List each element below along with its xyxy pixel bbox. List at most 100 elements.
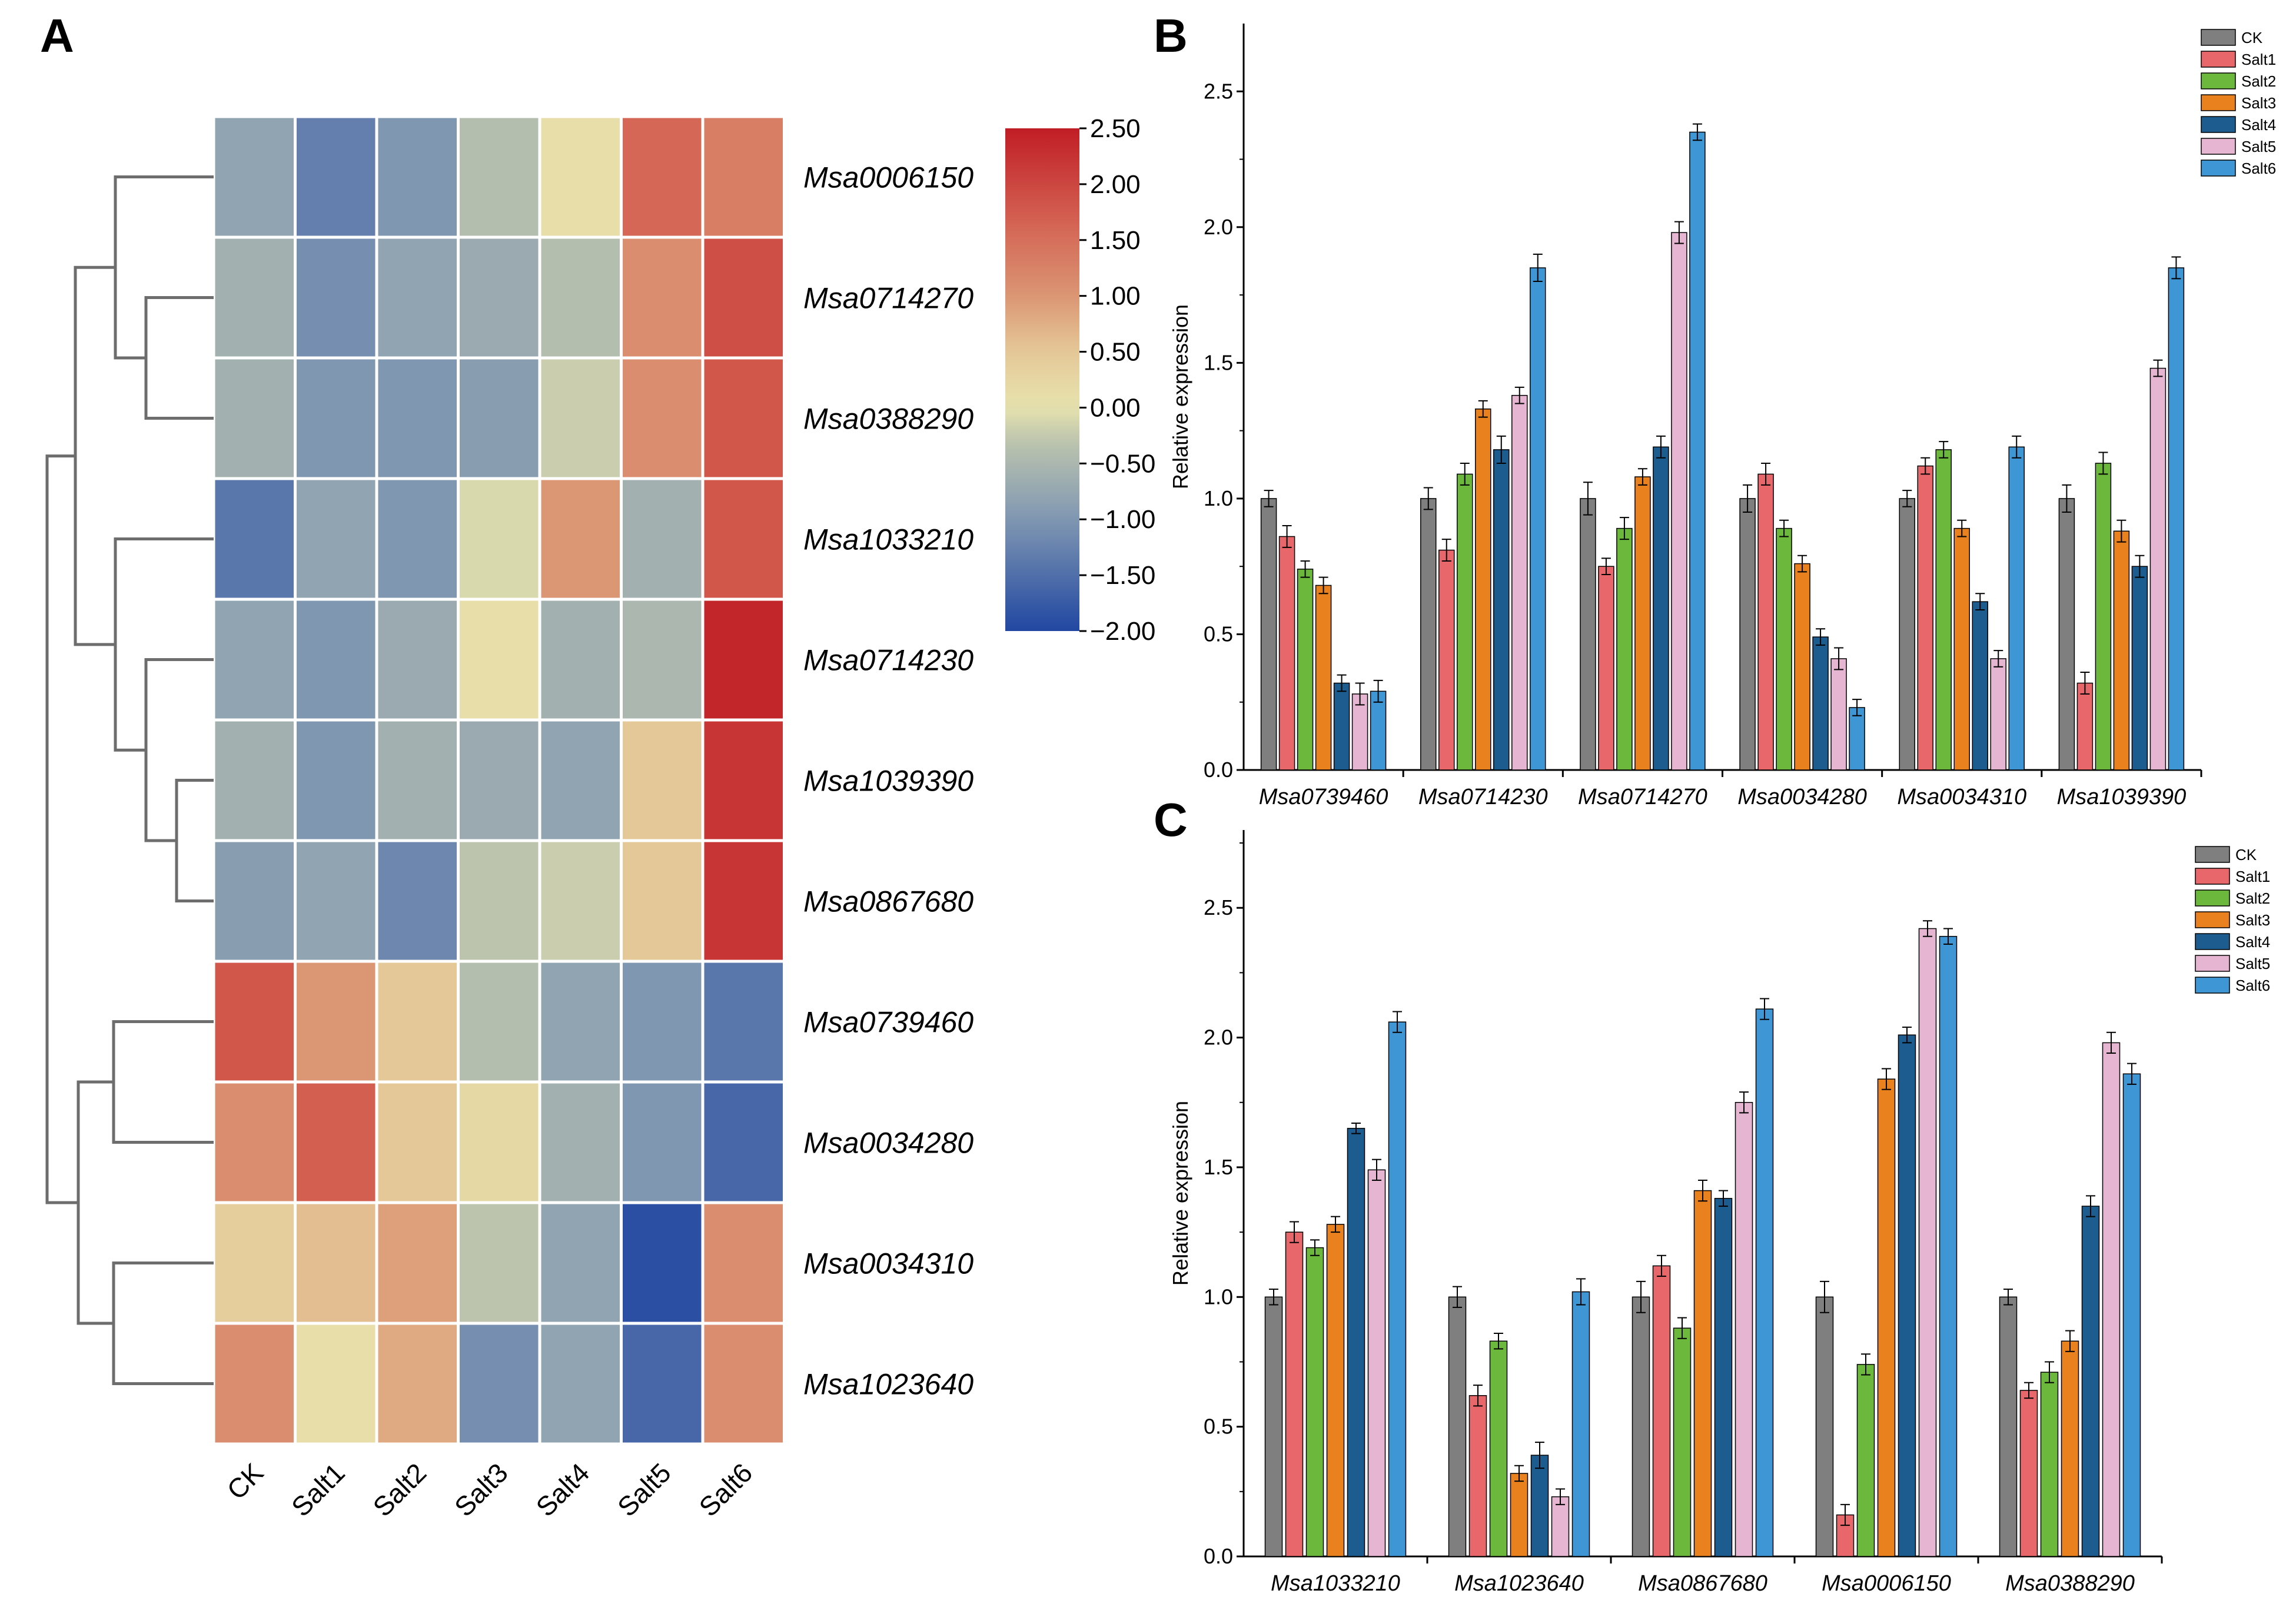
bar-salt6 xyxy=(2122,1073,2141,1557)
heatmap-cell xyxy=(294,115,378,239)
bar-salt5 xyxy=(2102,1042,2121,1557)
x-category-label: Msa0006150 xyxy=(1822,1571,1951,1596)
colorbar-tick-label: 2.00 xyxy=(1090,170,1141,199)
heatmap-cell xyxy=(294,356,378,480)
panel-label-c: C xyxy=(1154,794,1188,846)
heatmap-gene-labels: Msa0006150 Msa0714270 Msa0388290 Msa1033210… xyxy=(803,161,973,1401)
heatmap-gene-label: Msa0034310 xyxy=(803,1247,973,1280)
legend-swatch-salt1 xyxy=(2195,868,2230,885)
heatmap-cell xyxy=(375,597,460,722)
legend-label: Salt1 xyxy=(2235,868,2270,885)
heatmap-cell xyxy=(375,718,460,842)
bar-salt2 xyxy=(1457,473,1473,771)
heatmap-cell xyxy=(701,839,786,963)
bar-salt4 xyxy=(1898,1034,1916,1557)
bar-salt4 xyxy=(1493,449,1510,771)
bar-salt3 xyxy=(1475,408,1491,771)
heatmap-cell xyxy=(457,839,541,963)
bar-salt1 xyxy=(2076,682,2094,771)
heatmap-cell xyxy=(620,477,705,601)
heatmap-cell xyxy=(457,477,541,601)
x-category-label: Msa0714230 xyxy=(1418,785,1548,809)
bar-salt3 xyxy=(1315,585,1332,771)
heatmap-cell xyxy=(457,235,541,360)
legend-swatch-ck xyxy=(2201,29,2236,46)
legend-label: CK xyxy=(2235,846,2257,864)
bar-salt4 xyxy=(1333,682,1350,771)
heatmap-cell xyxy=(212,1080,297,1204)
heatmap-cell xyxy=(212,356,297,480)
heatmap-cell xyxy=(212,477,297,601)
bar-salt4 xyxy=(2081,1206,2100,1557)
heatmap-cell xyxy=(294,1080,378,1204)
bar-salt5 xyxy=(1511,394,1528,771)
legend: CK Salt1 Salt2 Salt3 Salt4 Salt5 Salt6 xyxy=(2201,29,2276,177)
bar-chart-c: 0.0 0.5 1.0 1.5 2.0 2.5 Msa1033210 Msa1023640 Ms… xyxy=(1168,830,2270,1596)
bar-ck xyxy=(1899,498,1915,771)
heatmap-cell xyxy=(701,1080,786,1204)
heatmap-cell xyxy=(538,1201,623,1325)
y-axis-title: Relative expression xyxy=(1168,304,1192,489)
colorbar-tick-label: −1.50 xyxy=(1090,561,1155,590)
bar-ck xyxy=(1448,1296,1467,1557)
bar-ck xyxy=(1739,498,1756,771)
bar-salt5 xyxy=(1990,658,2006,771)
heatmap-cell xyxy=(457,597,541,722)
bar-salt1 xyxy=(1278,536,1295,771)
heatmap-cell xyxy=(294,1322,378,1446)
bar-ck xyxy=(1264,1296,1283,1557)
bar-salt5 xyxy=(1918,928,1937,1557)
heatmap-cell xyxy=(375,477,460,601)
bar-salt6 xyxy=(1849,707,1865,771)
heatmap-cell xyxy=(375,839,460,963)
heatmap-cell xyxy=(620,356,705,480)
heatmap-cell xyxy=(620,1201,705,1325)
bar-salt1 xyxy=(1285,1231,1304,1557)
colorbar-tick-label: −0.50 xyxy=(1090,449,1155,478)
bar-salt3 xyxy=(1326,1224,1345,1557)
row-dendrogram xyxy=(45,175,214,1385)
bar-salt1 xyxy=(1917,465,1933,771)
heatmap-cell xyxy=(701,718,786,842)
heatmap-cell xyxy=(375,115,460,239)
legend-swatch-salt6 xyxy=(2201,160,2236,177)
y-tick-label: 2.0 xyxy=(1204,1025,1233,1050)
heatmap-cell xyxy=(212,839,297,963)
bar-salt1 xyxy=(1598,566,1614,771)
heatmap-cell xyxy=(701,597,786,722)
y-tick-label: 0.0 xyxy=(1204,1544,1233,1568)
bar-salt3 xyxy=(1953,527,1970,771)
heatmap-gene-label: Msa0739460 xyxy=(803,1006,973,1039)
bar-salt2 xyxy=(1673,1327,1692,1557)
bar-salt5 xyxy=(1735,1102,1753,1557)
bar-salt3 xyxy=(1510,1473,1529,1557)
legend-label: Salt3 xyxy=(2235,911,2270,929)
heatmap-cell xyxy=(620,597,705,722)
colorbar-tick-label: −2.00 xyxy=(1090,617,1155,646)
bar-salt3 xyxy=(1877,1078,1896,1557)
bar-salt2 xyxy=(1305,1247,1324,1557)
y-tick-label: 0.5 xyxy=(1204,622,1233,646)
y-tick-label: 2.5 xyxy=(1204,895,1233,919)
bar-salt6 xyxy=(1755,1008,1774,1557)
heatmap-gene-label: Msa1033210 xyxy=(803,523,973,556)
heatmap-cell xyxy=(375,1322,460,1446)
heatmap-cell xyxy=(701,1201,786,1325)
heatmap-gene-label: Msa1039390 xyxy=(803,765,973,798)
heatmap-cell xyxy=(212,235,297,360)
bar-salt2 xyxy=(1856,1364,1875,1557)
colorbar-tick-label: 0.00 xyxy=(1090,393,1141,422)
colorbar-tick-label: 1.00 xyxy=(1090,282,1141,311)
legend-label: Salt3 xyxy=(2241,94,2276,112)
heatmap-cells xyxy=(212,115,786,1446)
bar-salt6 xyxy=(2168,267,2185,771)
heatmap: Msa0006150 Msa0714270 Msa0388290 Msa1033210… xyxy=(45,114,1155,1522)
bar-salt5 xyxy=(2149,367,2167,771)
bar-salt2 xyxy=(1935,449,1952,771)
y-tick-label: 1.0 xyxy=(1204,486,1233,510)
heatmap-gene-label: Msa0714270 xyxy=(803,282,973,315)
bar-salt6 xyxy=(2008,446,2025,771)
heatmap-cell xyxy=(538,115,623,239)
bar-salt4 xyxy=(1653,446,1669,771)
heatmap-cell xyxy=(538,1080,623,1204)
